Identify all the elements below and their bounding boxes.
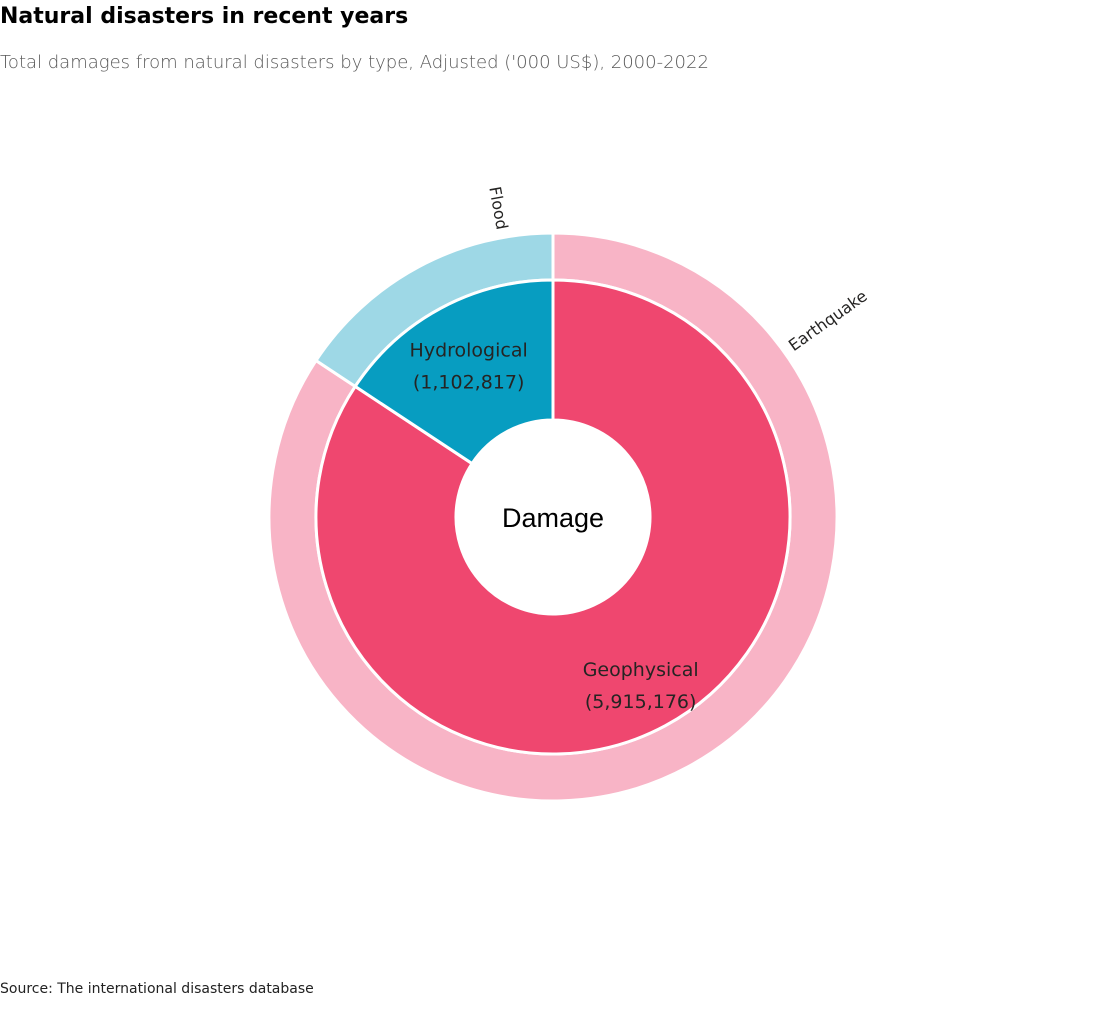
slice-value-geophysical: (5,915,176) (585, 691, 697, 713)
source-note: Source: The international disasters data… (0, 981, 314, 997)
slice-label-geophysical: Geophysical (583, 659, 699, 681)
slice-value-hydrological: (1,102,817) (413, 371, 525, 393)
chart-title: Natural disasters in recent years (0, 4, 409, 29)
slice-label-hydrological: Hydrological (410, 339, 528, 361)
center-label: Damage (502, 503, 604, 533)
inner-ring (314, 278, 792, 756)
center-hole (456, 420, 650, 614)
outer-label-flood: Flood (485, 185, 511, 231)
chart-subtitle: Total damages from natural disasters by … (0, 52, 709, 73)
outer-label-earthquake: Earthquake (785, 286, 871, 354)
